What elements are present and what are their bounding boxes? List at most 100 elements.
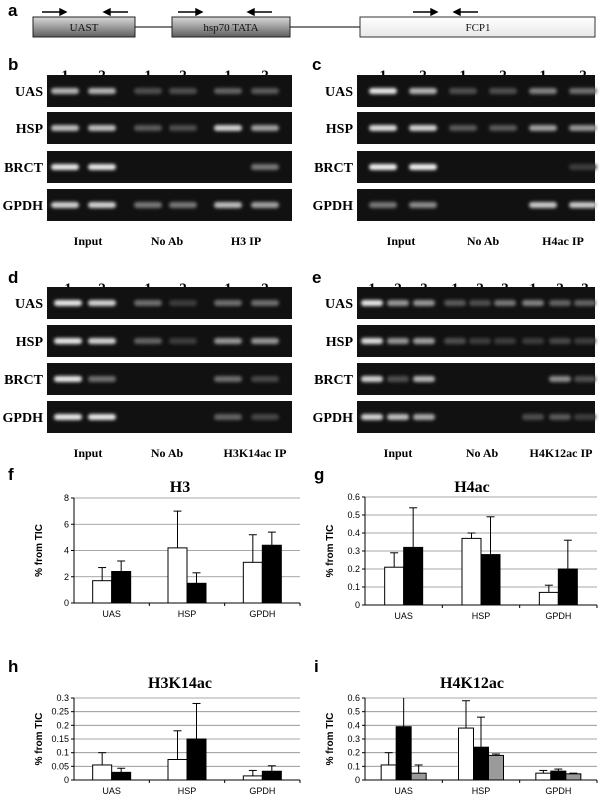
y-axis-label: % from TIC (325, 525, 336, 578)
gel-band (489, 125, 517, 131)
bar (186, 582, 207, 604)
y-tick-label: 0.4 (347, 528, 360, 538)
gel-band (522, 338, 544, 344)
gel-band (251, 202, 279, 208)
gel-band (413, 414, 435, 420)
bar-chart-i: i H4K12ac 0 0.1 0.2 0.3 0.4 0.5 0.6 % from TIC UAS… (314, 657, 598, 796)
bar (167, 547, 188, 604)
gel-band (569, 125, 597, 131)
bar (384, 566, 405, 606)
gel-band (134, 300, 162, 306)
x-tick-label: HSP (178, 786, 197, 796)
gel-band (361, 376, 383, 382)
x-tick-label: GPDH (249, 786, 275, 796)
primer-arrows (42, 7, 478, 17)
x-tick-label: UAS (394, 786, 413, 796)
gel-band (251, 300, 279, 306)
x-tick-label: UAS (394, 611, 413, 621)
gel-band (574, 376, 596, 382)
y-tick-label: 6 (64, 519, 69, 529)
y-tick-label: 0.6 (347, 492, 360, 502)
fcp1-label: FCP1 (465, 22, 490, 34)
hsp70-tata-label: hsp70 TATA (203, 22, 258, 34)
bar (410, 772, 427, 781)
gel-row-label: BRCT (4, 373, 44, 388)
bar-chart-h: h H3K14ac 0 0.05 0.1 0.15 0.2 0.25 0.3 % from TIC… (8, 657, 301, 796)
gel-band (469, 338, 491, 344)
gel-group-label: Input (387, 234, 416, 248)
gel-band (169, 125, 197, 131)
bar (92, 764, 113, 781)
panel-letter-i: i (314, 657, 319, 676)
construct-diagram: a UAST hsp70 TATA FCP1 (8, 1, 596, 38)
gel-band (387, 414, 409, 420)
bar (480, 554, 501, 606)
gel-band (251, 164, 279, 170)
gel-row-label: UAS (325, 297, 353, 312)
uast-box (32, 16, 136, 38)
bar (92, 580, 113, 604)
bar (186, 738, 207, 781)
gel-band (251, 88, 279, 94)
gel-band (494, 338, 516, 344)
bar (557, 568, 578, 606)
gel-band (134, 338, 162, 344)
gel-band (413, 300, 435, 306)
y-tick-label: 4 (64, 546, 69, 556)
gel-band (409, 88, 437, 94)
y-tick-label: 0.1 (347, 582, 360, 592)
gel-band (574, 338, 596, 344)
gel-band (251, 376, 279, 382)
bar (458, 727, 474, 781)
panel-letter-e: e (312, 268, 321, 287)
gel-band (449, 88, 477, 94)
y-tick-label: 0.2 (347, 564, 360, 574)
gel-band (169, 202, 197, 208)
gel-band (569, 202, 597, 208)
bar (167, 759, 188, 781)
y-tick-label: 2 (64, 572, 69, 582)
x-tick-label: GPDH (545, 611, 571, 621)
gel-row-label: UAS (15, 297, 43, 312)
gel-band (413, 376, 435, 382)
bar (111, 571, 132, 604)
bar (242, 775, 263, 781)
gel-row-label: GPDH (313, 199, 354, 214)
gel-band (369, 202, 397, 208)
x-tick-label: GPDH (249, 609, 275, 619)
bar (261, 770, 282, 781)
gel-band (449, 125, 477, 131)
gel-band (214, 125, 242, 131)
gel-band (522, 300, 544, 306)
bar (565, 773, 582, 781)
y-tick-label: 8 (64, 493, 69, 503)
gel-band (413, 338, 435, 344)
gel-band (549, 414, 571, 420)
chart-title: H3 (170, 479, 190, 496)
gel-band (574, 414, 596, 420)
y-tick-label: 0.15 (51, 734, 69, 744)
gel-group-label: Input (74, 446, 103, 460)
gel-band (251, 338, 279, 344)
bar (488, 754, 504, 781)
gel-band (134, 202, 162, 208)
gel-band (251, 125, 279, 131)
bar (261, 544, 282, 604)
panel-letter-c: c (312, 55, 321, 74)
gel-band (54, 338, 82, 344)
bar (535, 772, 552, 781)
gel-group-label: No Ab (151, 234, 184, 248)
gel-band (134, 88, 162, 94)
gel-band (88, 338, 116, 344)
gel-row-label: GPDH (3, 199, 44, 214)
gel-band (169, 338, 197, 344)
gel-band (409, 125, 437, 131)
gel-group-label: Input (384, 446, 413, 460)
gel-band (522, 414, 544, 420)
gel-group-label: H3K14ac IP (224, 446, 287, 460)
y-tick-label: 0 (64, 775, 69, 785)
gel-band (361, 300, 383, 306)
x-tick-label: GPDH (545, 786, 571, 796)
